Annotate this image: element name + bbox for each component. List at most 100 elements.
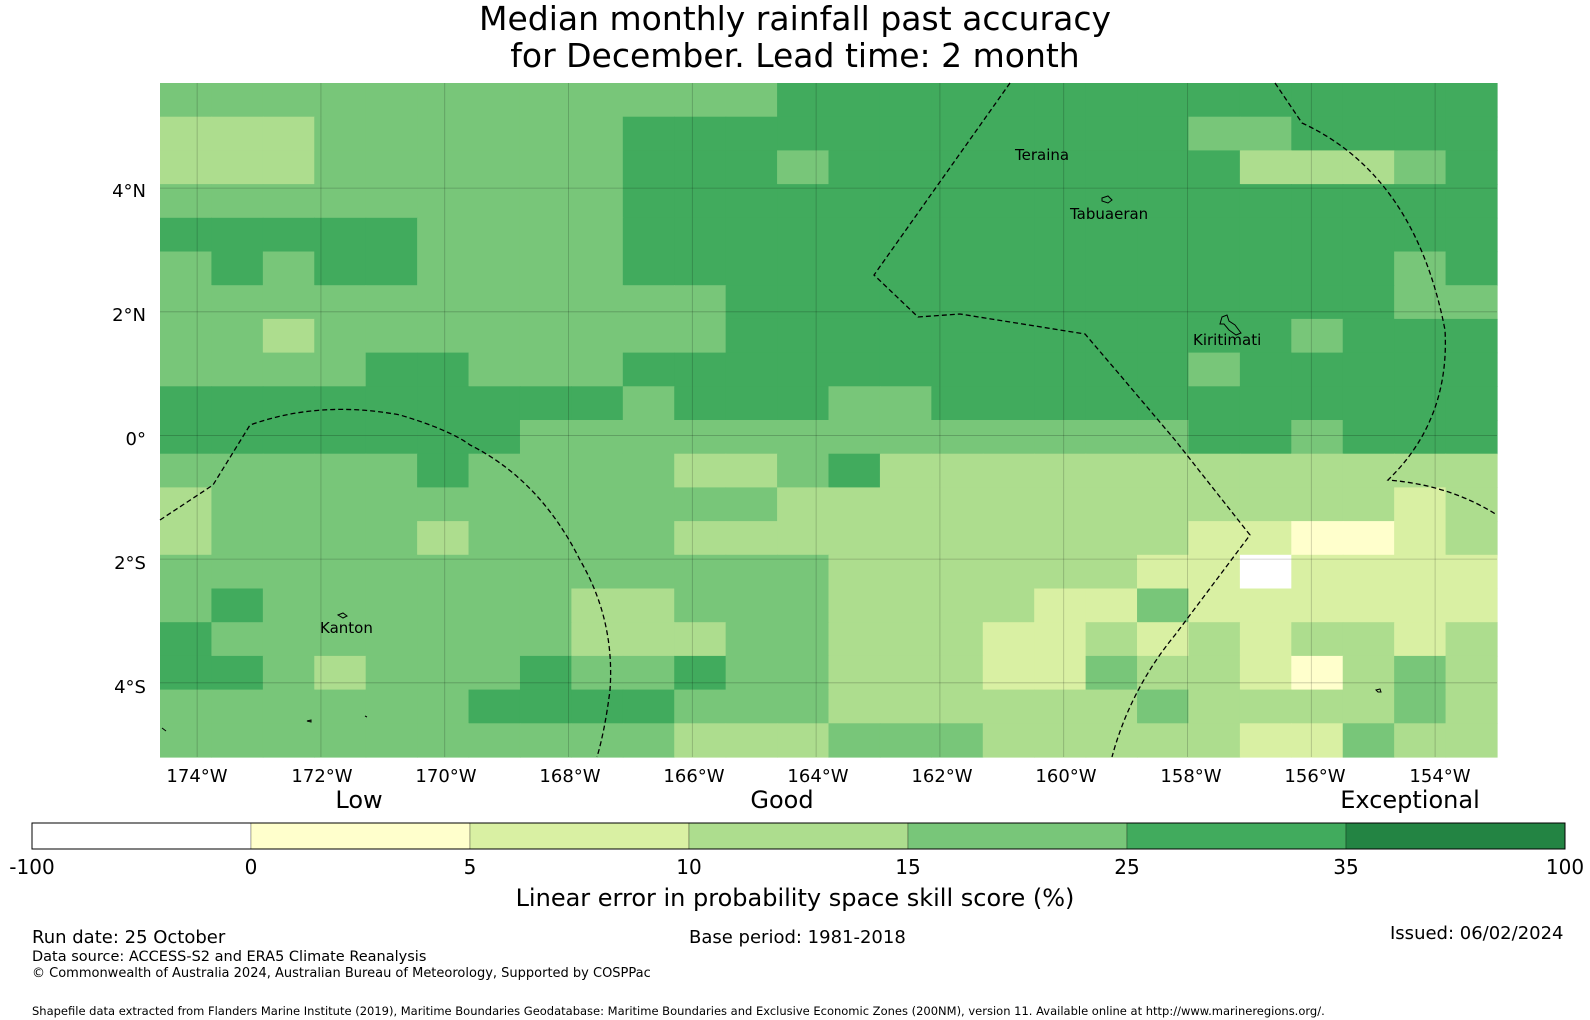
grid-cell [1445, 285, 1498, 320]
grid-cell [262, 554, 315, 590]
grid-cell [828, 352, 881, 387]
grid-cell [828, 453, 881, 488]
grid-cell [1188, 217, 1241, 253]
grid-cell [777, 150, 830, 185]
grid-cell [1291, 285, 1344, 320]
grid-cell [622, 116, 675, 151]
grid-cell [725, 588, 778, 623]
grid-cell [622, 352, 675, 387]
grid-cell [674, 116, 727, 151]
grid-cell [622, 588, 675, 623]
grid-cell [674, 217, 727, 253]
grid-cell [1137, 588, 1190, 623]
grid-cell [468, 588, 521, 623]
grid-cell [674, 420, 727, 455]
lon-label-174w: 174°W [166, 766, 228, 787]
grid-cell [1445, 150, 1498, 185]
grid-cell [160, 655, 213, 691]
grid-cell [879, 554, 932, 590]
grid-cell [1137, 521, 1190, 556]
grid-cell [365, 655, 418, 691]
grid-cell [262, 285, 315, 320]
grid-cell [1342, 487, 1395, 522]
grid-cell [160, 420, 213, 455]
grid-cell [519, 521, 572, 556]
grid-cell [879, 588, 932, 623]
colorbar-tick-label: 25 [1114, 855, 1140, 879]
grid-cell [879, 116, 932, 151]
grid-cell [314, 554, 367, 590]
grid-cell [1085, 420, 1138, 455]
grid-cell [519, 386, 572, 421]
grid-cell [1342, 723, 1395, 758]
grid-cell [1034, 318, 1087, 354]
grid-cell [417, 386, 470, 421]
grid-cell [828, 588, 881, 623]
grid-cell [365, 285, 418, 320]
grid-cell [1445, 588, 1498, 623]
grid-cell [365, 521, 418, 556]
grid-cell [1188, 521, 1241, 556]
place-label-teraina: Teraina [1015, 146, 1070, 164]
island-kanton-outline [336, 612, 348, 619]
grid-cell [1137, 689, 1190, 724]
grid-cell [674, 723, 727, 758]
grid-cell [211, 655, 264, 691]
grid-cell [982, 318, 1035, 354]
grid-cell [211, 150, 264, 185]
grid-cell [1137, 386, 1190, 421]
grid-cell [417, 554, 470, 590]
colorbar-tick-label: 5 [463, 855, 477, 879]
grid-cell [1085, 116, 1138, 151]
grid-cell [211, 588, 264, 623]
colorbar-tick-label: 0 [244, 855, 258, 879]
grid-cell [622, 723, 675, 758]
grid-cell [879, 217, 932, 253]
grid-cell [1394, 150, 1447, 185]
colorbar-segment [250, 822, 471, 850]
grid-cell [1342, 352, 1395, 387]
grid-cell [622, 285, 675, 320]
grid-cell [982, 453, 1035, 488]
skill-score-grid [160, 83, 1498, 758]
map-title: Median monthly rainfall past accuracy fo… [0, 0, 1590, 74]
grid-cell [1188, 588, 1241, 623]
grid-cell [1342, 521, 1395, 556]
grid-cell [1085, 184, 1138, 219]
grid-cell [982, 521, 1035, 556]
grid-cell [1188, 184, 1241, 219]
grid-cell [725, 352, 778, 387]
grid-cell [1034, 184, 1087, 219]
grid-cell [365, 689, 418, 724]
grid-cell [160, 150, 213, 185]
grid-cell [519, 251, 572, 286]
grid-cell [365, 116, 418, 151]
grid-cell [160, 116, 213, 151]
grid-cell [1188, 689, 1241, 724]
grid-cell [160, 487, 213, 522]
grid-cell [1291, 723, 1344, 758]
colorbar-segment [688, 822, 909, 850]
grid-cell [777, 217, 830, 253]
grid-cell [211, 116, 264, 151]
colorbar-tick-label: -100 [9, 855, 55, 879]
grid-cell [468, 655, 521, 691]
grid-cell [879, 184, 932, 219]
grid-cell [1291, 655, 1344, 691]
grid-cell [879, 251, 932, 286]
grid-cell [1239, 318, 1292, 354]
grid-cell [879, 150, 932, 185]
grid-cell [571, 83, 624, 118]
grid-cell [211, 622, 264, 657]
grid-cell [1445, 655, 1498, 691]
grid-cell [725, 655, 778, 691]
colorbar-segment [469, 822, 690, 850]
grid-cell [468, 386, 521, 421]
lon-label-170w: 170°W [415, 766, 477, 787]
grid-cell [725, 420, 778, 455]
title-line-2: for December. Lead time: 2 month [510, 36, 1080, 75]
grid-cell [725, 554, 778, 590]
grid-cell [725, 723, 778, 758]
colorbar-category-good: Good [750, 786, 814, 814]
